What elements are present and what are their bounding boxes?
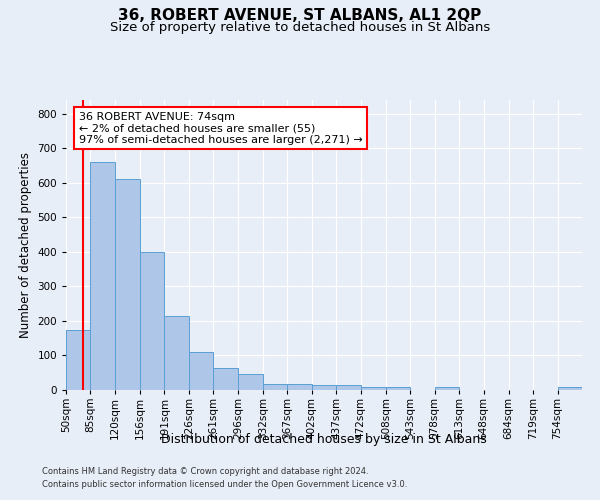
Bar [361,387,386,390]
Text: 36, ROBERT AVENUE, ST ALBANS, AL1 2QP: 36, ROBERT AVENUE, ST ALBANS, AL1 2QP [118,8,482,22]
Bar [312,385,336,390]
Bar [115,180,140,390]
Bar [164,316,189,390]
Text: Contains HM Land Registry data © Crown copyright and database right 2024.: Contains HM Land Registry data © Crown c… [42,467,368,476]
Bar [91,162,115,390]
Bar [66,330,91,390]
Bar [287,384,312,390]
Bar [263,384,287,390]
Bar [386,387,410,390]
Bar [434,387,459,390]
Y-axis label: Number of detached properties: Number of detached properties [19,152,32,338]
Bar [140,252,164,390]
Bar [557,387,582,390]
Text: 36 ROBERT AVENUE: 74sqm
← 2% of detached houses are smaller (55)
97% of semi-det: 36 ROBERT AVENUE: 74sqm ← 2% of detached… [79,112,362,145]
Bar [336,385,361,390]
Text: Distribution of detached houses by size in St Albans: Distribution of detached houses by size … [161,432,487,446]
Bar [189,352,214,390]
Text: Size of property relative to detached houses in St Albans: Size of property relative to detached ho… [110,21,490,34]
Bar [238,374,263,390]
Text: Contains public sector information licensed under the Open Government Licence v3: Contains public sector information licen… [42,480,407,489]
Bar [214,368,238,390]
